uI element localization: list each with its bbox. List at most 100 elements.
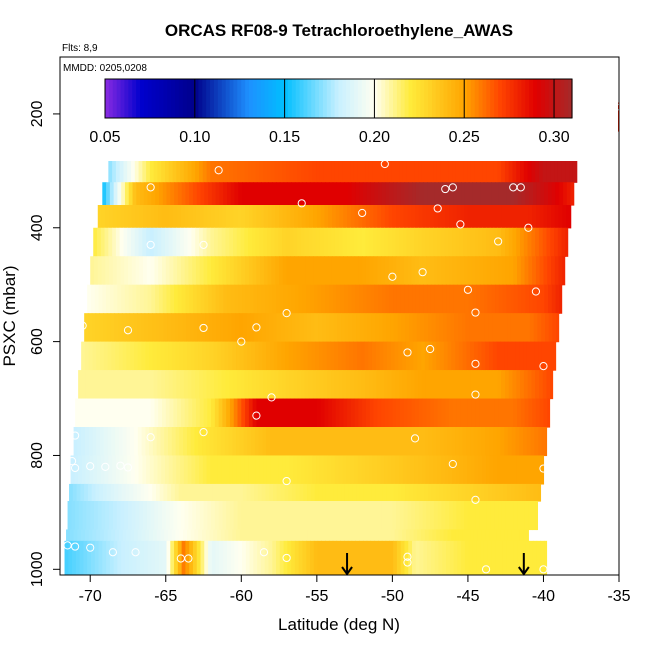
sample-point (199, 323, 208, 333)
heatmap-cell (373, 205, 378, 229)
heatmap-cell (176, 455, 181, 485)
heatmap-cell (200, 284, 205, 314)
heatmap-cell (439, 313, 444, 343)
sample-point (539, 565, 548, 574)
heatmap-cell (426, 205, 431, 229)
heatmap-cell (90, 501, 95, 531)
heatmap-cell (545, 427, 548, 457)
y-axis-label: PSXC (mbar) (0, 265, 19, 366)
heatmap-cell (192, 284, 198, 314)
heatmap-cell (230, 182, 236, 206)
colorbar-swatch (175, 79, 180, 118)
heatmap-cell (251, 529, 256, 542)
heatmap-cell (331, 455, 336, 485)
heatmap-cell (246, 483, 251, 502)
heatmap-cell (266, 427, 271, 457)
heatmap-cell (182, 483, 187, 502)
heatmap-cell (410, 455, 415, 485)
heatmap-cell (161, 227, 166, 257)
heatmap-cell (448, 159, 453, 183)
colorbar-swatch (342, 79, 347, 118)
heatmap-cell (161, 159, 166, 183)
heatmap-cell (329, 483, 335, 502)
heatmap-cell (158, 540, 164, 575)
heatmap-cell (121, 540, 126, 575)
heatmap-cell (217, 341, 222, 371)
heatmap-cell (503, 313, 508, 343)
heatmap-cell (541, 313, 546, 343)
heatmap-cell (279, 205, 284, 229)
heatmap-cell (221, 455, 227, 485)
heatmap-cell (75, 540, 81, 575)
heatmap-cell (445, 205, 450, 229)
heatmap-cell (445, 398, 450, 428)
heatmap-cell (217, 455, 223, 485)
heatmap-cell (434, 182, 440, 206)
heatmap-cell (275, 501, 280, 531)
heatmap-cell (191, 159, 196, 183)
heatmap-cell (170, 182, 175, 206)
colorbar-swatch (105, 79, 110, 118)
heatmap-cell (491, 284, 496, 314)
heatmap-cell (201, 483, 206, 502)
heatmap-cell (470, 341, 475, 371)
heatmap-cell (384, 227, 389, 257)
heatmap-cell (281, 341, 286, 371)
colorbar-swatch (186, 79, 192, 118)
heatmap-cell (379, 427, 384, 457)
heatmap-cell (285, 455, 291, 485)
heatmap-cell (304, 227, 310, 257)
heatmap-cell (366, 540, 372, 575)
heatmap-cell (482, 159, 487, 183)
heatmap-cell (102, 182, 107, 206)
heatmap-cell (446, 483, 452, 502)
heatmap-cell (391, 370, 396, 400)
heatmap-cell (513, 205, 518, 229)
heatmap-cell (487, 284, 492, 314)
heatmap-cell (156, 427, 162, 457)
colorbar (105, 79, 573, 118)
heatmap-cell (91, 313, 97, 343)
heatmap-cell (251, 227, 257, 257)
heatmap-cell (551, 182, 557, 206)
heatmap-cell (88, 529, 94, 542)
heatmap-cell (205, 341, 211, 371)
heatmap-cell (232, 529, 237, 542)
heatmap-cell (324, 501, 329, 531)
heatmap-cell (139, 398, 144, 428)
heatmap-cell (101, 501, 106, 531)
heatmap-cell (245, 501, 250, 531)
heatmap-cell (218, 205, 224, 229)
heatmap-cell (398, 427, 403, 457)
heatmap-cell (394, 341, 400, 371)
heatmap-cell (131, 205, 137, 229)
heatmap-cell (341, 341, 347, 371)
heatmap-cell (399, 256, 405, 286)
heatmap-cell (229, 501, 235, 531)
heatmap-cell (240, 159, 245, 183)
heatmap-cell (533, 313, 539, 343)
heatmap-cell (464, 182, 470, 206)
heatmap-cell (90, 284, 96, 314)
colorbar-swatch (213, 79, 219, 118)
heatmap-cell (498, 182, 504, 206)
heatmap-cell (535, 227, 540, 257)
heatmap-cell (253, 540, 258, 575)
heatmap-cell (331, 227, 336, 257)
heatmap-cell (209, 341, 214, 371)
heatmap-cell (433, 398, 439, 428)
heatmap-cell (180, 370, 185, 400)
heatmap-cell (279, 284, 285, 314)
heatmap-cell (353, 427, 358, 457)
heatmap-cell (105, 398, 110, 428)
heatmap-cell (387, 159, 393, 183)
heatmap-cell (512, 159, 517, 183)
heatmap-cell (177, 540, 183, 575)
heatmap-cell (489, 529, 494, 542)
heatmap-cell (466, 341, 471, 371)
heatmap-cell (179, 529, 184, 542)
heatmap-cell (240, 455, 245, 485)
colorbar-swatch (377, 79, 382, 118)
heatmap-cell (221, 370, 227, 400)
heatmap-cell (341, 313, 346, 343)
